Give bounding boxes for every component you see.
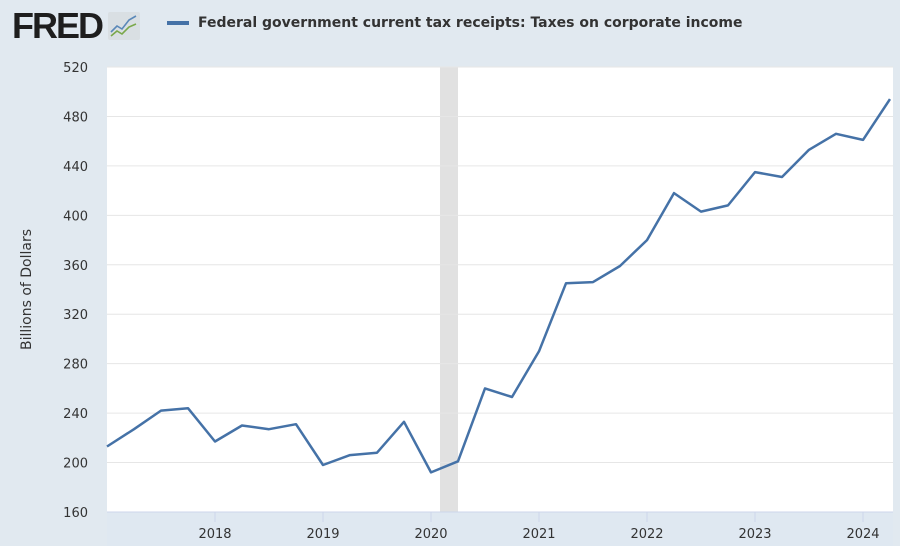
recession-shading (440, 67, 458, 512)
data-point (322, 464, 324, 466)
y-tick-label: 240 (63, 407, 88, 422)
data-point (295, 423, 297, 425)
y-tick-label: 320 (63, 308, 88, 323)
data-point (349, 454, 351, 456)
x-tick-label: 2022 (630, 527, 663, 542)
data-point (376, 451, 378, 453)
data-point (403, 421, 405, 423)
x-tick-label: 2023 (738, 527, 771, 542)
y-axis-label: Billions of Dollars (19, 229, 35, 350)
y-tick-label: 200 (63, 457, 88, 472)
y-tick-label: 440 (63, 160, 88, 175)
data-point (592, 281, 594, 283)
data-point (619, 265, 621, 267)
data-point (646, 239, 648, 241)
x-tick-label: 2021 (522, 527, 555, 542)
data-point (673, 192, 675, 194)
data-point (538, 350, 540, 352)
y-tick-label: 280 (63, 358, 88, 373)
data-point (268, 428, 270, 430)
chart-legend: Federal government current tax receipts:… (167, 15, 742, 31)
chart-logo-icon (108, 12, 140, 40)
data-point (889, 98, 891, 100)
x-tick-label: 2018 (198, 527, 231, 542)
data-point (808, 149, 810, 151)
data-point (754, 171, 756, 173)
data-point (457, 460, 459, 462)
data-point (133, 428, 135, 430)
y-tick-label: 520 (63, 61, 88, 76)
y-tick-label: 400 (63, 209, 88, 224)
y-tick-label: 480 (63, 110, 88, 125)
plot-area (107, 67, 893, 512)
data-point (565, 282, 567, 284)
data-point (484, 387, 486, 389)
data-point (727, 204, 729, 206)
y-tick-label: 160 (63, 506, 88, 521)
data-point (700, 210, 702, 212)
data-point (430, 471, 432, 473)
data-point (511, 396, 513, 398)
data-point (187, 407, 189, 409)
x-tick-label: 2024 (846, 527, 879, 542)
y-tick-label: 360 (63, 259, 88, 274)
fred-logo-text: FRED (12, 5, 104, 46)
data-point (241, 424, 243, 426)
x-tick-label: 2019 (306, 527, 339, 542)
data-point (781, 176, 783, 178)
fred-logo[interactable]: FRED (12, 8, 140, 44)
x-axis-band (107, 512, 893, 546)
data-point (106, 445, 108, 447)
x-tick-label: 2020 (414, 527, 447, 542)
data-point (835, 133, 837, 135)
legend-label: Federal government current tax receipts:… (198, 15, 743, 31)
data-point (160, 409, 162, 411)
data-point (214, 440, 216, 442)
series-line (106, 98, 892, 474)
legend-swatch (167, 21, 189, 25)
data-point (862, 139, 864, 141)
